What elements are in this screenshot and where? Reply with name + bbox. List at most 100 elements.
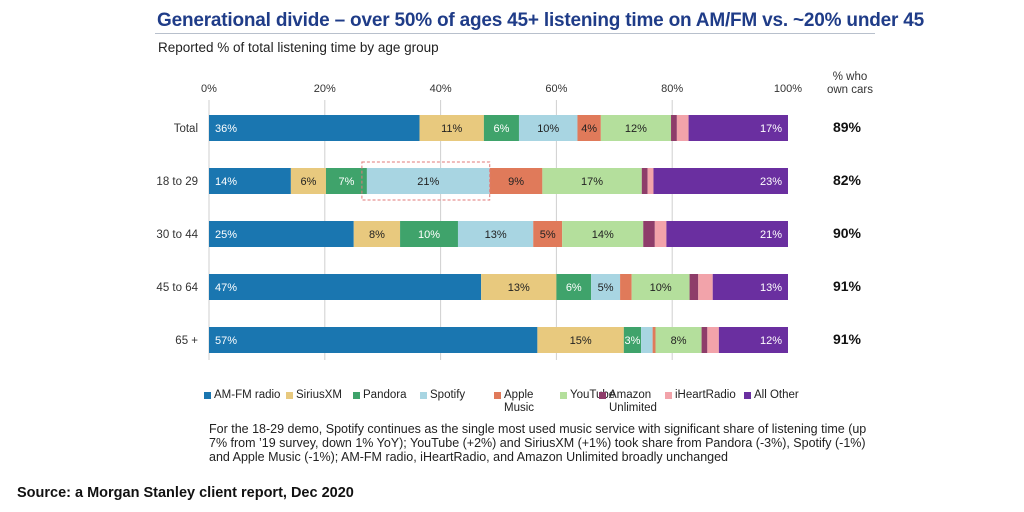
legend-swatch: [744, 392, 751, 399]
data-label: 9%: [508, 176, 524, 188]
bar-segment-siriusxm: [419, 115, 484, 141]
legend-item-am-fm-radio: AM-FM radio: [204, 389, 280, 402]
data-label: 10%: [537, 123, 559, 135]
own-cars-value: 89%: [833, 119, 862, 135]
bar-segment-apple-music: [577, 115, 601, 141]
legend-label: AM-FM radio: [214, 389, 281, 401]
bar-segment-am-fm-radio: [209, 115, 420, 141]
chart-title: Generational divide – over 50% of ages 4…: [157, 10, 925, 31]
bar-segment-youtube: [542, 168, 642, 194]
legend-item-spotify: Spotify: [420, 389, 465, 402]
bar-segment-all-other: [653, 168, 788, 194]
x-tick-label: 0%: [201, 83, 217, 95]
data-label: 13%: [508, 282, 530, 294]
data-label: 5%: [598, 282, 614, 294]
data-label: 57%: [215, 335, 237, 347]
chart-subtitle: Reported % of total listening time by ag…: [158, 40, 439, 55]
data-label: 10%: [418, 229, 440, 241]
legend-swatch: [599, 392, 606, 399]
bar-segment-youtube: [655, 327, 702, 353]
annotations: [361, 161, 491, 201]
source-line: Source: a Morgan Stanley client report, …: [17, 485, 354, 501]
legend-item-pandora: Pandora: [353, 389, 406, 402]
own-cars-value: 82%: [833, 172, 862, 188]
bar-segment-youtube: [562, 221, 644, 247]
data-label: 5%: [540, 229, 556, 241]
legend-label: Apple Music: [504, 389, 535, 414]
data-label: 13%: [760, 282, 782, 294]
data-label: 8%: [671, 335, 687, 347]
bar-segment-am-fm-radio: [209, 274, 482, 300]
bars: 36% 11% 6% 10% 4% 12% 17% 14% 6% 7% 21% 9% 17% 23% 25%…: [209, 115, 788, 353]
legend-label: iHeartRadio: [675, 389, 736, 401]
data-label: 23%: [760, 176, 782, 188]
bar-segment-siriusxm: [537, 327, 624, 353]
data-label: 10%: [650, 282, 672, 294]
legend-label: All Other: [754, 389, 799, 401]
bar-segment-spotify: [591, 274, 621, 300]
bar-segment-apple-music: [489, 168, 543, 194]
legend-swatch: [353, 392, 360, 399]
highlight-box: [361, 161, 491, 201]
bar-segment-siriusxm: [353, 221, 401, 247]
data-label: 14%: [215, 176, 237, 188]
category-label: 30 to 44: [156, 229, 198, 241]
bar-segment-iheartradio: [698, 274, 713, 300]
data-label: 21%: [760, 229, 782, 241]
bar-segment-apple-music: [533, 221, 563, 247]
bar-segment-spotify: [641, 327, 653, 353]
bar-segment-amazon-unlimited: [689, 274, 699, 300]
category-label: 45 to 64: [156, 282, 198, 294]
bar-segment-all-other: [666, 221, 788, 247]
bar-segment-am-fm-radio: [209, 327, 538, 353]
category-labels: Total 18 to 29 30 to 44 45 to 64 65 +: [156, 123, 198, 347]
legend-swatch: [420, 392, 427, 399]
bar-segment-amazon-unlimited: [671, 115, 677, 141]
x-tick-label: 100%: [774, 83, 802, 95]
bar-segment-youtube: [631, 274, 690, 300]
data-label: 25%: [215, 229, 237, 241]
legend-swatch: [286, 392, 293, 399]
data-label: 11%: [441, 123, 462, 135]
legend-item-apple-music: Apple Music: [494, 389, 534, 415]
legend-label: Pandora: [363, 389, 407, 401]
data-label: 36%: [215, 123, 237, 135]
legend-item-siriusxm: SiriusXM: [286, 389, 342, 402]
own-cars-value: 91%: [833, 331, 862, 347]
x-tick-label: 80%: [661, 83, 683, 95]
legend-item-all-other: All Other: [744, 389, 799, 402]
bar-segment-siriusxm: [481, 274, 557, 300]
own-cars-value: 91%: [833, 278, 862, 294]
x-tick-label: 20%: [314, 83, 336, 95]
x-tick-label: 40%: [430, 83, 452, 95]
category-label: 65 +: [175, 335, 198, 347]
bar-segment-am-fm-radio: [209, 168, 291, 194]
legend-label: Amazon Unlimited: [609, 389, 657, 414]
bar-segment-apple-music: [620, 274, 632, 300]
bar-segment-pandora: [556, 274, 592, 300]
data-label: 47%: [215, 282, 237, 294]
title-divider: [155, 33, 875, 34]
own-cars-value: 90%: [833, 225, 862, 241]
bar-segment-iheartradio: [676, 115, 689, 141]
data-label: 21%: [417, 176, 439, 188]
bar-segment-spotify: [518, 115, 578, 141]
bar-segment-iheartradio: [707, 327, 719, 353]
bar-segment-am-fm-radio: [209, 221, 354, 247]
data-label: 4%: [581, 123, 597, 135]
data-label: 17%: [581, 176, 603, 188]
bar-segment-pandora: [483, 115, 519, 141]
bar-segment-amazon-unlimited: [643, 221, 655, 247]
legend-label: SiriusXM: [296, 389, 343, 401]
data-label: 12%: [625, 123, 647, 135]
legend-swatch: [665, 392, 672, 399]
bar-segment-pandora: [325, 168, 367, 194]
data-label: 7%: [338, 176, 354, 188]
data-label: 14%: [592, 229, 614, 241]
data-label: 6%: [566, 282, 582, 294]
bar-segment-spotify: [366, 168, 490, 194]
data-label: 6%: [493, 123, 509, 135]
data-label: 3%: [624, 335, 640, 347]
